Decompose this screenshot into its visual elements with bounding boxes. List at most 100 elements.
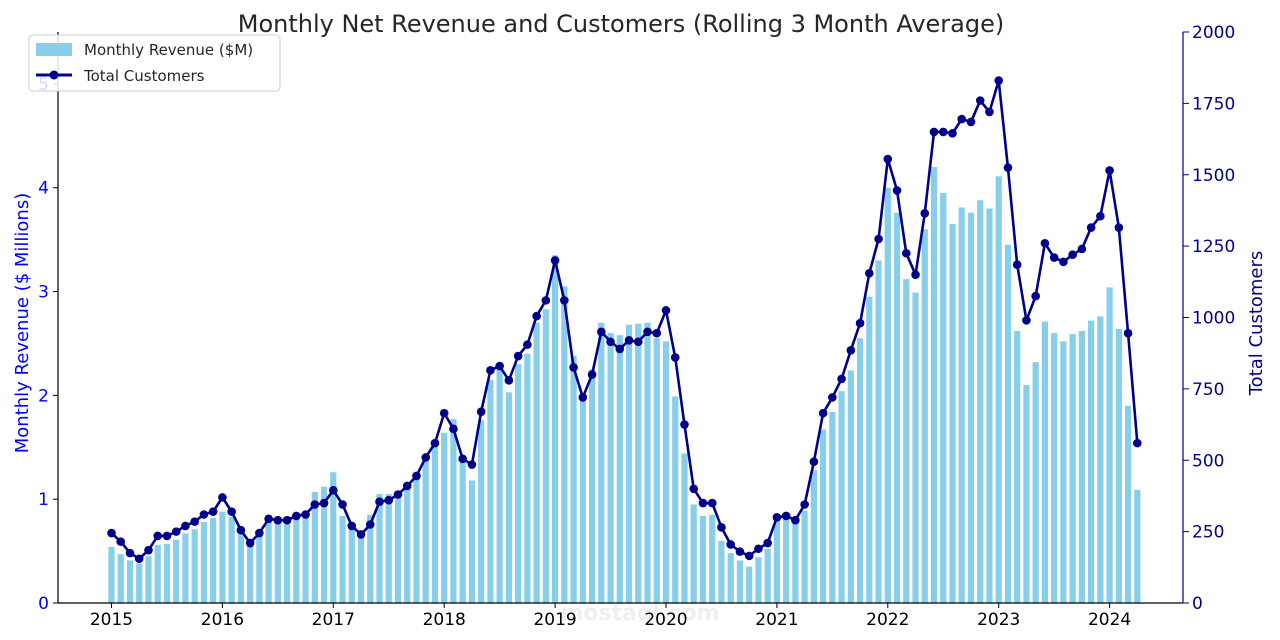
- revenue-bar: [1115, 328, 1122, 603]
- right-tick-label: 250: [1192, 523, 1224, 543]
- revenue-bar: [515, 364, 522, 603]
- revenue-bar: [1004, 244, 1012, 603]
- right-tick-label: 1250: [1192, 237, 1235, 257]
- revenue-bar: [413, 476, 420, 603]
- revenue-bar: [468, 480, 476, 603]
- customers-point: [421, 453, 431, 462]
- customers-point: [292, 511, 301, 521]
- revenue-bar: [635, 323, 642, 603]
- revenue-bar: [487, 379, 494, 603]
- revenue-bar: [801, 510, 808, 603]
- customers-point: [1133, 438, 1142, 448]
- customers-point: [125, 548, 135, 558]
- legend: Monthly Revenue ($M) Total Customers: [28, 34, 281, 92]
- customers-point: [818, 408, 828, 418]
- customers-point: [717, 523, 726, 532]
- customers-point: [772, 513, 782, 522]
- customers-point: [1059, 257, 1068, 267]
- customers-point: [1114, 223, 1124, 232]
- customers-point: [486, 366, 495, 375]
- customers-point: [957, 114, 967, 124]
- customers-point: [661, 306, 671, 315]
- revenue-bar: [820, 429, 827, 603]
- revenue-bar: [986, 208, 993, 604]
- customers-point: [301, 510, 310, 519]
- customers-point: [495, 361, 504, 371]
- customers-point: [1086, 223, 1096, 232]
- customers-point: [606, 337, 615, 347]
- revenue-bar: [838, 391, 845, 603]
- revenue-bar: [644, 322, 651, 603]
- revenue-bar: [367, 514, 374, 603]
- customers-point: [883, 154, 893, 164]
- revenue-bar: [1041, 321, 1049, 603]
- customers-point: [1096, 211, 1105, 221]
- customers-point: [144, 545, 153, 555]
- legend-label-customers: Total Customers: [83, 67, 205, 85]
- revenue-bar: [496, 369, 503, 603]
- revenue-bar: [625, 324, 633, 603]
- customers-point: [948, 129, 957, 138]
- customers-point: [199, 510, 209, 519]
- revenue-bar: [792, 519, 799, 603]
- right-tick-label: 750: [1192, 380, 1224, 400]
- revenue-bar: [709, 514, 716, 603]
- customers-point: [476, 407, 486, 417]
- revenue-bar: [616, 335, 623, 603]
- customers-point: [892, 186, 902, 195]
- revenue-bar: [173, 539, 180, 603]
- revenue-bar: [256, 534, 263, 603]
- revenue-bar: [746, 566, 753, 603]
- revenue-bar: [1097, 316, 1104, 603]
- revenue-bar: [219, 511, 226, 603]
- revenue-bar: [163, 543, 171, 603]
- revenue-bar: [182, 533, 189, 603]
- customers-point: [347, 521, 357, 531]
- customers-point: [1012, 260, 1022, 269]
- revenue-bar: [348, 526, 355, 603]
- right-tick-label: 1750: [1192, 94, 1235, 114]
- revenue-bar: [940, 192, 947, 604]
- revenue-bar: [718, 540, 725, 603]
- revenue-bar: [607, 333, 614, 603]
- x-tick-label: 2017: [312, 610, 355, 630]
- customers-point: [624, 336, 634, 345]
- revenue-bar: [339, 515, 346, 603]
- customers-point: [1105, 166, 1114, 175]
- revenue-bar: [450, 419, 457, 603]
- revenue-bar: [505, 392, 512, 603]
- revenue-bar: [1069, 334, 1076, 603]
- x-tick-label: 2021: [755, 610, 798, 630]
- revenue-bar: [376, 493, 383, 603]
- customers-point: [449, 424, 458, 434]
- left-tick-label: 3: [38, 283, 49, 303]
- customers-point: [846, 346, 856, 355]
- revenue-bar: [200, 522, 208, 603]
- customers-point: [901, 248, 911, 258]
- revenue-bar: [228, 516, 235, 603]
- right-tick-label: 2000: [1192, 23, 1235, 43]
- revenue-bar: [117, 554, 124, 603]
- customers-point: [356, 530, 366, 539]
- x-tick-label: 2020: [644, 610, 687, 630]
- revenue-bar: [967, 212, 975, 603]
- revenue-bar: [570, 355, 577, 603]
- customers-point: [791, 515, 800, 525]
- right-tick-label: 0: [1192, 594, 1203, 614]
- revenue-bar: [866, 296, 873, 603]
- revenue-bar: [441, 432, 448, 603]
- revenue-bar: [958, 207, 965, 603]
- customers-point: [855, 318, 865, 328]
- revenue-bar: [579, 394, 586, 603]
- customers-point: [633, 337, 643, 347]
- revenue-bar: [404, 484, 411, 603]
- revenue-bar: [829, 411, 836, 603]
- left-tick-label: 2: [38, 386, 49, 406]
- customers-point: [837, 374, 846, 384]
- revenue-bar: [1014, 331, 1021, 603]
- revenue-bar: [385, 493, 392, 603]
- customers-point: [754, 544, 763, 554]
- customers-point: [550, 256, 560, 265]
- customers-point: [763, 538, 772, 548]
